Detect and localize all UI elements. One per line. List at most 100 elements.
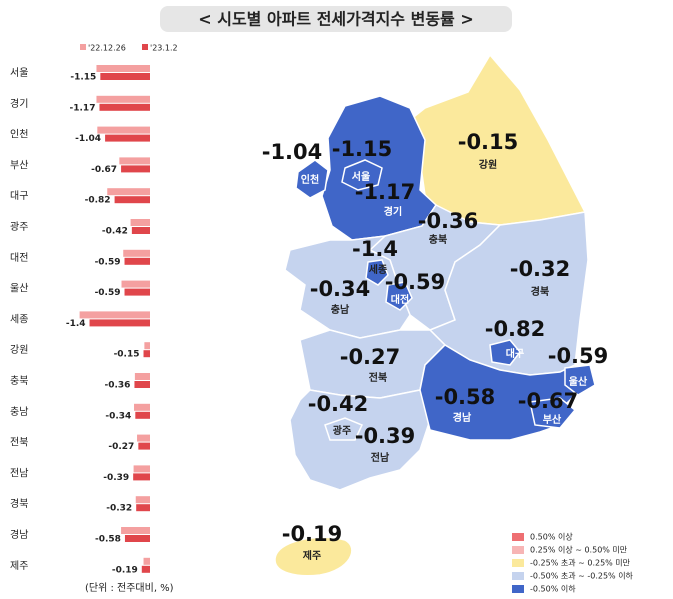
bar [143,557,150,565]
category-label: 광주 [10,221,28,233]
region-name: 전북 [369,371,387,384]
category-label: 제주 [10,560,28,572]
region-name: 서울 [352,170,370,183]
bar [143,350,150,358]
value-label: -0.15 [114,350,140,360]
region-name: 세종 [369,263,387,276]
category-label: 부산 [10,159,28,171]
bar [89,319,150,327]
bar [138,442,150,450]
bar [121,165,150,173]
map-region [274,536,353,577]
value-label: -1.04 [75,134,101,144]
title: < 시도별 아파트 전세가격지수 변동률 > [198,10,473,29]
region-name: 충남 [331,303,350,316]
region-name: 경기 [384,205,402,218]
region-name: 충북 [429,233,447,246]
bar [96,65,150,72]
legend-label: '23.1.2 [150,44,178,53]
region-name: 대전 [391,293,409,306]
bar [107,188,150,196]
bar [134,403,150,411]
region-value: -0.82 [485,317,546,341]
bar [121,280,150,288]
category-label: 충남 [10,406,28,418]
category-label: 인천 [10,129,28,141]
region-value: -0.59 [548,344,609,368]
region-value: -1.15 [332,137,393,161]
bar [79,311,150,319]
map-region [324,417,364,441]
bar [141,565,150,573]
title-box [160,6,512,32]
category-label: 강원 [10,344,28,356]
legend-swatch [512,559,524,567]
bar [121,527,150,534]
bar [133,473,150,481]
value-label: -0.59 [95,288,121,298]
legend-label: '22.12.26 [88,44,126,53]
bar [135,496,150,504]
bar [135,411,150,419]
bar [134,373,150,380]
bar [137,434,150,442]
category-label: 울산 [10,283,28,295]
region-name: 인천 [301,173,319,186]
bar [124,257,150,265]
value-label: -1.17 [70,103,96,113]
legend-label: -0.50% 초과 ~ -0.25% 이하 [530,571,634,581]
region-name: 대구 [506,347,524,360]
region-value: -0.42 [308,392,369,416]
map-region [564,364,596,396]
bar [96,95,150,103]
bar [100,73,150,80]
value-label: -0.59 [95,257,121,267]
legend-label: -0.50% 이하 [530,584,576,594]
bar [124,535,150,542]
region-value: -0.36 [418,209,479,233]
bar [114,196,150,204]
region-name: 경남 [453,411,472,424]
region-value: -0.39 [355,424,416,448]
bar [119,157,150,165]
bar [99,103,150,111]
map-region [489,339,521,366]
category-label: 서울 [10,67,28,79]
category-label: 세종 [10,313,28,325]
bar [131,227,150,234]
bar [136,504,150,512]
bar [134,381,150,388]
value-label: -1.4 [66,319,86,329]
unit-note: (단위 : 전주대비, %) [85,581,174,594]
map-region [365,259,389,286]
value-label: -0.39 [103,473,129,483]
region-name: 제주 [303,549,321,562]
value-label: -0.19 [112,565,138,575]
value-label: -0.82 [85,196,111,206]
region-value: -1.17 [355,180,416,204]
category-label: 충북 [10,375,28,387]
region-name: 울산 [569,375,588,388]
region-value: -1.4 [352,237,398,261]
map-region [385,281,413,311]
bar [124,288,150,296]
region-value: -0.58 [435,385,496,409]
legend-swatch [512,585,524,593]
region-name: 부산 [543,413,562,426]
category-label: 대전 [10,252,28,264]
legend-swatch [142,44,148,50]
region-value: -0.27 [340,345,401,369]
value-label: -0.42 [102,227,128,237]
map-region [341,159,383,191]
region-name: 광주 [333,425,351,437]
category-label: 경기 [10,97,28,110]
category-label: 경남 [10,528,28,541]
bar [105,134,150,142]
region-value: -0.34 [310,277,371,301]
region-value: -0.19 [282,522,343,546]
legend-swatch [80,44,86,50]
bar [130,219,150,226]
region-name: 강원 [479,158,497,171]
bar [123,249,150,257]
